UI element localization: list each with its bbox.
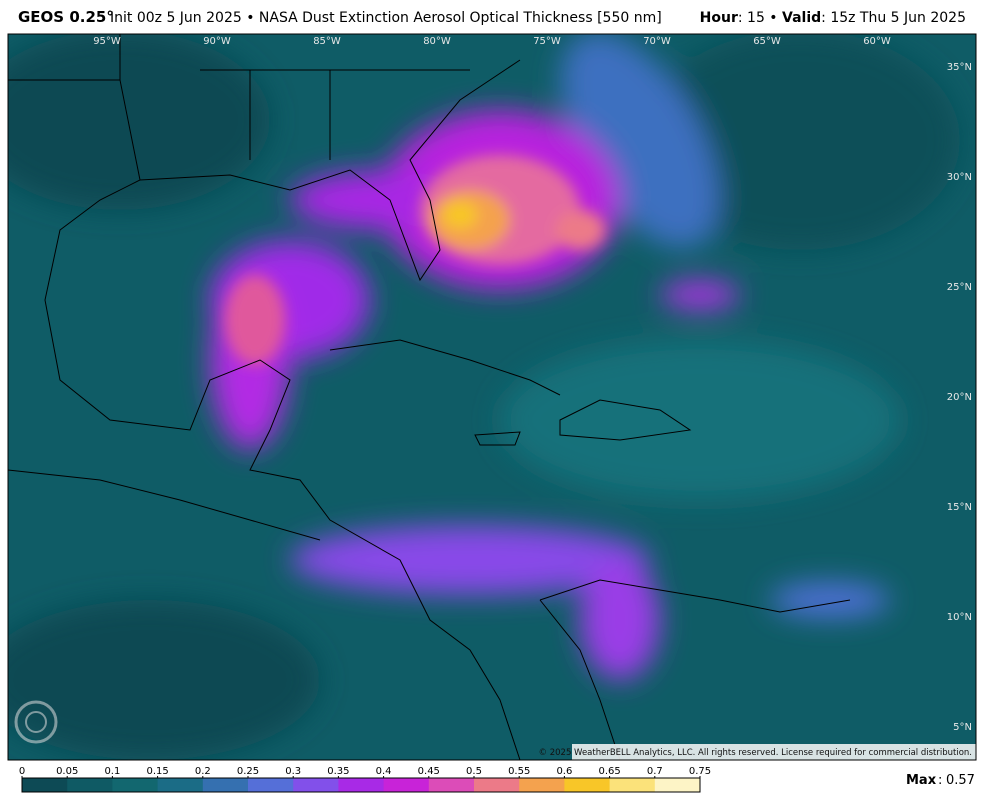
colorbar-tick-label: 0.6: [556, 766, 572, 777]
colorbar-segment: [564, 778, 611, 792]
latitude-label: 5°N: [953, 722, 972, 733]
longitude-label: 85°W: [313, 36, 341, 47]
colorbar-tick-label: 0.5: [466, 766, 482, 777]
colorbar-segment: [293, 778, 339, 792]
colorbar-segment: [202, 778, 249, 792]
colorbar: 0 0.05 0.1 0.15 0.2 0.25 0.3 0.35 0.4 0.45 0.5 0.55…: [19, 766, 711, 793]
copyright: © 2025 WeatherBELL Analytics, LLC. All r…: [539, 748, 972, 758]
colorbar-segment: [654, 778, 701, 792]
colorbar-tick-label: 0.2: [195, 766, 211, 777]
colorbar-tick-label: 0.55: [508, 766, 530, 777]
aerosol-core: [225, 155, 605, 365]
latitude-label: 35°N: [947, 62, 972, 73]
hour-label: Hour: [700, 10, 738, 26]
model-name: GEOS 0.25°: [18, 8, 114, 26]
colorbar-tick-label: 0.35: [327, 766, 349, 777]
latitude-label: 20°N: [947, 392, 972, 403]
colorbar-segment: [22, 778, 68, 792]
colorbar-tick-label: 0.3: [285, 766, 301, 777]
colorbar-segment: [474, 778, 520, 792]
latitude-label: 15°N: [947, 502, 972, 513]
colorbar-frame: [21, 777, 701, 793]
latitude-label: 30°N: [947, 172, 972, 183]
colorbar-tick-label: 0.05: [56, 766, 78, 777]
longitude-label: 65°W: [753, 36, 781, 47]
latitude-label: 10°N: [947, 612, 972, 623]
longitude-labels: 95°W 90°W 85°W 80°W 75°W 70°W 65°W 60°W: [93, 36, 891, 47]
valid-value: : 15z Thu 5 Jun 2025: [821, 10, 966, 26]
max-colon: :: [938, 773, 942, 788]
longitude-label: 70°W: [643, 36, 671, 47]
colorbar-tick-label: 0.15: [146, 766, 168, 777]
colorbar-tick-label: 0.4: [376, 766, 392, 777]
colorbar-tick-label: 0.65: [598, 766, 620, 777]
longitude-label: 60°W: [863, 36, 891, 47]
max-label: Max: [906, 773, 937, 788]
valid-info: Hour: 15 • Valid: 15z Thu 5 Jun 2025: [700, 10, 966, 26]
colorbar-tick-label: 0.1: [104, 766, 120, 777]
colorbar-tick-label: 0.7: [647, 766, 663, 777]
valid-label: Valid: [782, 10, 821, 26]
colorbar-segment: [67, 778, 113, 792]
colorbar-tick-label: 0.75: [689, 766, 711, 777]
longitude-label: 80°W: [423, 36, 451, 47]
colorbar-segment: [519, 778, 565, 792]
coastlines: [8, 34, 851, 760]
longitude-label: 75°W: [533, 36, 561, 47]
max-value: 0.57: [946, 773, 975, 788]
colorbar-segment: [609, 778, 656, 792]
copyright-box: [572, 744, 976, 760]
colorbar-segment: [248, 778, 294, 792]
longitude-label: 90°W: [203, 36, 231, 47]
latitude-labels: 35°N 30°N 25°N 20°N 15°N 10°N 5°N: [947, 62, 972, 733]
colorbar-segment: [112, 778, 159, 792]
longitude-label: 95°W: [93, 36, 121, 47]
colorbar-segment: [428, 778, 475, 792]
colorbar-tick-label: 0.25: [237, 766, 259, 777]
colorbar-segment: [157, 778, 204, 792]
description: Init 00z 5 Jun 2025 • NASA Dust Extincti…: [110, 10, 662, 26]
colorbar-tick-label: 0.45: [418, 766, 440, 777]
hour-value: : 15 •: [738, 10, 782, 26]
map-frame: [7, 33, 977, 761]
latitude-label: 25°N: [947, 282, 972, 293]
logo: [14, 700, 58, 744]
colorbar-tick-label: 0: [19, 766, 25, 777]
colorbar-segment: [383, 778, 430, 792]
colorbar-segment: [338, 778, 385, 792]
map: 95°W 90°W 85°W 80°W 75°W 70°W 65°W 60°W 35°N 30°…: [8, 34, 976, 760]
